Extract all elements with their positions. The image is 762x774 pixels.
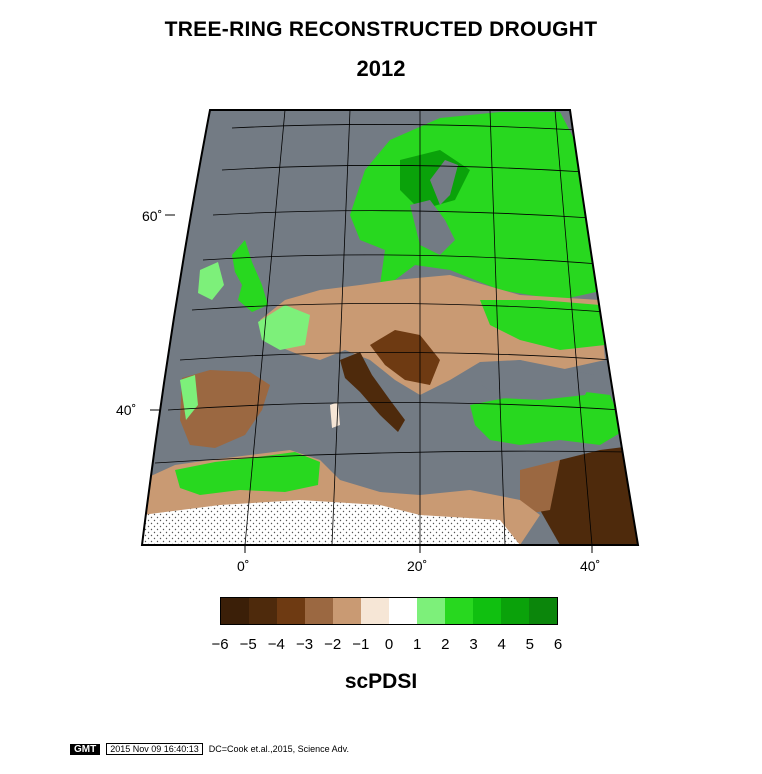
colorbar-swatch (305, 598, 333, 624)
colorbar-tick-label: −4 (267, 636, 285, 653)
iberia (180, 370, 270, 448)
sahara-no-data (142, 500, 520, 545)
gulf-of-bothnia (430, 160, 458, 205)
gmt-logo: GMT (70, 743, 101, 755)
credit: DC=Cook et.al.,2015, Science Adv. (208, 744, 349, 754)
black-sea (480, 360, 595, 400)
colorbar-tick-label: 2 (441, 636, 450, 653)
map-title: TREE-RING RECONSTRUCTED DROUGHT (164, 18, 598, 41)
france-wet (258, 305, 310, 350)
colorbar-swatch (529, 598, 557, 624)
colorbar-swatch (473, 598, 501, 624)
colorbar-swatch (501, 598, 529, 624)
maghreb-wet (175, 452, 320, 495)
colorbar-tick-label: −6 (211, 636, 229, 653)
lat-label-60: 60˚ (142, 208, 163, 224)
lon-label-40: 40˚ (580, 558, 601, 574)
colorbar-label: scPDSI (344, 670, 418, 693)
map-frame (140, 109, 640, 546)
colorbar-swatch (333, 598, 361, 624)
colorbar-swatch (389, 598, 417, 624)
colorbar-swatch (277, 598, 305, 624)
anatolia (470, 390, 625, 445)
colorbar-tick-label: 1 (412, 636, 422, 653)
colorbar-tick-label: 5 (525, 636, 534, 653)
colorbar-swatch (417, 598, 445, 624)
colorbar-swatch (361, 598, 389, 624)
lon-label-0: 0˚ (237, 558, 250, 574)
balkans-dry (370, 330, 440, 385)
lat-label-40: 40˚ (116, 402, 137, 418)
footer: GMT 2015 Nov 09 16:40:13 DC=Cook et.al.,… (70, 743, 349, 755)
colorbar-tick-label: 6 (553, 636, 563, 653)
colorbar-swatch (249, 598, 277, 624)
colorbar-tick-label: −3 (295, 636, 314, 653)
lon-label-20: 20˚ (407, 558, 428, 574)
map-year: 2012 (356, 56, 406, 81)
middle-east-drought (540, 445, 638, 545)
graticule (154, 110, 629, 545)
colorbar-tick-label: −5 (239, 636, 257, 653)
axis-ticks (150, 214, 593, 553)
baltic-sea (410, 200, 455, 255)
ireland (198, 262, 224, 300)
colorbar-tick-label: −1 (352, 636, 370, 653)
timestamp: 2015 Nov 09 16:40:13 (106, 743, 203, 755)
colorbar-swatch (445, 598, 473, 624)
colorbar-tick-label: 3 (469, 636, 478, 653)
colorbar-tick-label: −2 (324, 636, 342, 653)
colorbar-swatch (221, 598, 249, 624)
east-europe-wet (480, 300, 605, 350)
colorbar-tick-label: 4 (497, 636, 506, 653)
colorbar-tick-label: 0 (384, 636, 394, 653)
levant-dry (520, 460, 560, 515)
colorbar (220, 597, 558, 625)
italy (340, 352, 405, 432)
